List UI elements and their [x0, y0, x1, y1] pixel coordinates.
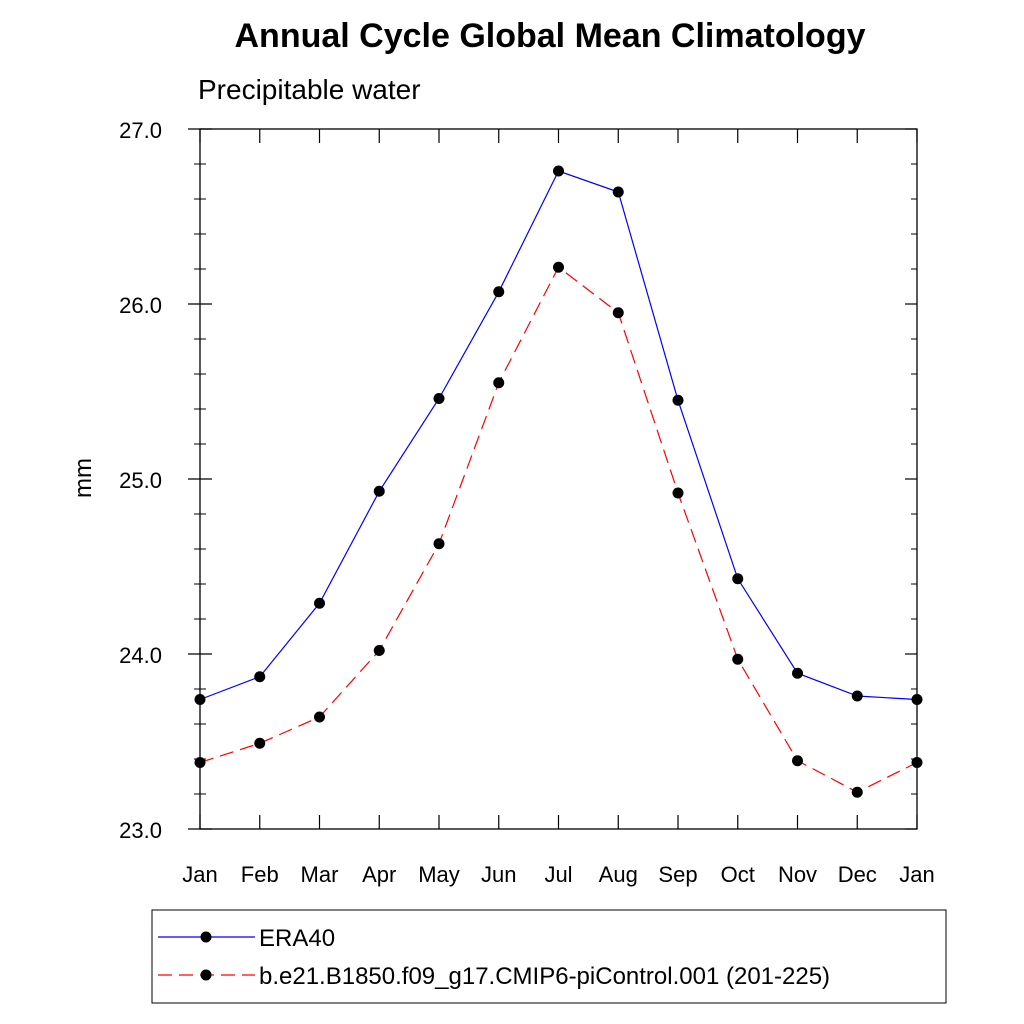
x-tick-label: Dec: [838, 862, 877, 887]
data-point: [732, 653, 744, 665]
y-tick-label: 23.0: [119, 818, 162, 843]
x-tick-label: Jan: [182, 862, 217, 887]
x-tick-label: Sep: [658, 862, 697, 887]
data-point: [254, 737, 266, 749]
series-lines: [194, 165, 923, 798]
x-tick-label: Mar: [301, 862, 339, 887]
x-tick-label: Feb: [241, 862, 279, 887]
y-tick-label: 27.0: [119, 118, 162, 143]
data-point: [672, 487, 684, 499]
legend-label-0: ERA40: [259, 925, 335, 952]
data-point: [254, 671, 266, 683]
x-tick-label: Jun: [481, 862, 516, 887]
data-point: [911, 757, 923, 768]
y-tick-label: 24.0: [119, 643, 162, 668]
data-point: [851, 786, 863, 798]
data-point: [792, 667, 803, 679]
x-tick-label: Oct: [721, 862, 755, 887]
data-point: [672, 394, 684, 406]
chart-title: Annual Cycle Global Mean Climatology: [235, 17, 866, 55]
data-point: [194, 757, 206, 768]
legend-marker: [200, 969, 212, 981]
axis-ticks: Jan Feb Mar Apr May Jun Jul Aug Sep Oct Nov Dec Jan 2…: [119, 118, 935, 887]
y-axis-label: mm: [70, 458, 97, 498]
data-point: [493, 377, 505, 389]
x-tick-label: May: [418, 862, 460, 887]
data-point: [553, 165, 564, 177]
legend-label-1: b.e21.B1850.f09_g17.CMIP6-piControl.001 …: [259, 963, 830, 990]
legend: ERA40 b.e21.B1850.f09_g17.CMIP6-piControl…: [151, 909, 947, 1004]
chart-subtitle: Precipitable water: [198, 74, 421, 105]
data-point: [911, 694, 923, 705]
data-point: [732, 573, 744, 585]
data-point: [851, 690, 863, 702]
data-point: [194, 694, 206, 705]
x-tick-label: Jan: [899, 862, 934, 887]
data-point: [373, 485, 385, 497]
x-tick-label: Aug: [599, 862, 638, 887]
x-tick-label: Apr: [362, 862, 396, 887]
data-point: [612, 307, 624, 319]
data-point: [493, 286, 505, 298]
x-tick-label: Jul: [544, 862, 572, 887]
y-tick-label: 26.0: [119, 293, 162, 318]
data-point: [553, 261, 564, 273]
data-point: [433, 393, 445, 404]
legend-box: [151, 909, 947, 1004]
y-tick-label: 25.0: [119, 468, 162, 493]
data-point: [314, 597, 325, 609]
data-point: [314, 711, 325, 723]
data-point: [433, 538, 445, 550]
legend-marker: [200, 931, 212, 943]
data-point: [792, 755, 803, 767]
x-tick-label: Nov: [778, 862, 817, 887]
data-point: [612, 186, 624, 198]
data-point: [373, 645, 385, 656]
